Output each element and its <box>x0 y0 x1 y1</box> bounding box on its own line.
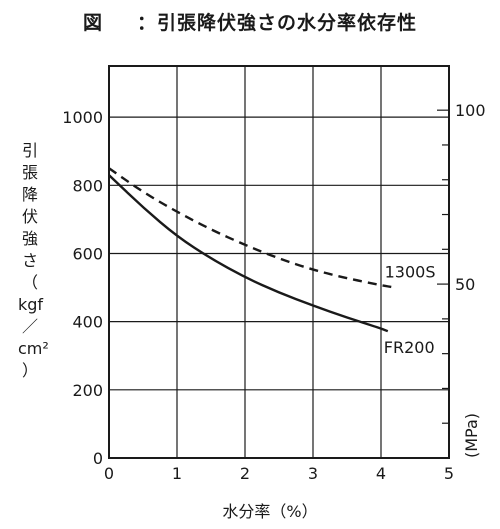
y2-ticks: 50 100 <box>437 101 486 424</box>
x-tick-label: 1 <box>172 464 182 483</box>
y-tick-label: 0 <box>93 449 103 468</box>
x-ticks: 0 1 2 3 4 5 <box>104 464 454 483</box>
series-label-1300s: 1300S <box>385 263 436 282</box>
series-line-fr200 <box>108 174 389 333</box>
x-tick-label: 3 <box>308 464 318 483</box>
y-axis-label-left: 引張降伏強さ （ kgf ／ cm² ） <box>18 140 49 382</box>
y-axis-label-char: （ <box>21 273 38 292</box>
y-axis-label-char: kgf <box>18 295 44 314</box>
series-lines: 1300S FR200 <box>108 167 436 357</box>
y-axis-label-char: 伏 <box>21 207 38 226</box>
y-axis-label-char: 張 <box>21 163 38 182</box>
y2-axis-label: (MPa) <box>462 413 481 458</box>
series-label-fr200: FR200 <box>384 338 435 357</box>
y2-tick-label: 100 <box>455 101 486 120</box>
x-tick-label: 2 <box>240 464 250 483</box>
chart-title: 図 ：引張降伏強さの水分率依存性 <box>0 8 500 35</box>
y2-tick-label: 50 <box>455 275 475 294</box>
plot-frame <box>108 65 450 459</box>
series-line-1300s <box>108 167 395 289</box>
figure-label: 図 <box>82 12 103 34</box>
y-axis-label-char: さ <box>21 251 38 270</box>
y-tick-label: 800 <box>72 176 103 195</box>
y-tick-label: 200 <box>72 381 103 400</box>
y-tick-label: 1000 <box>62 108 103 127</box>
y-axis-label-char: ） <box>21 361 38 380</box>
x-tick-label: 0 <box>104 464 114 483</box>
y-axis-label-char: 引 <box>21 141 38 160</box>
x-axis-label: 水分率（%） <box>222 502 318 521</box>
y-axis-label-char: ／ <box>21 317 38 336</box>
y-tick-label: 400 <box>72 313 103 332</box>
y-tick-label: 600 <box>72 244 103 263</box>
y-axis-label-char: 降 <box>21 185 38 204</box>
x-tick-label: 4 <box>376 464 386 483</box>
y-axis-label-char: cm² <box>18 339 49 358</box>
grid-lines <box>109 66 449 458</box>
figure-title: ：引張降伏強さの水分率依存性 <box>137 12 418 34</box>
y-axis-label-char: 強 <box>21 229 38 248</box>
x-tick-label: 5 <box>444 464 454 483</box>
y-ticks: 0 200 400 600 800 1000 <box>62 108 103 468</box>
